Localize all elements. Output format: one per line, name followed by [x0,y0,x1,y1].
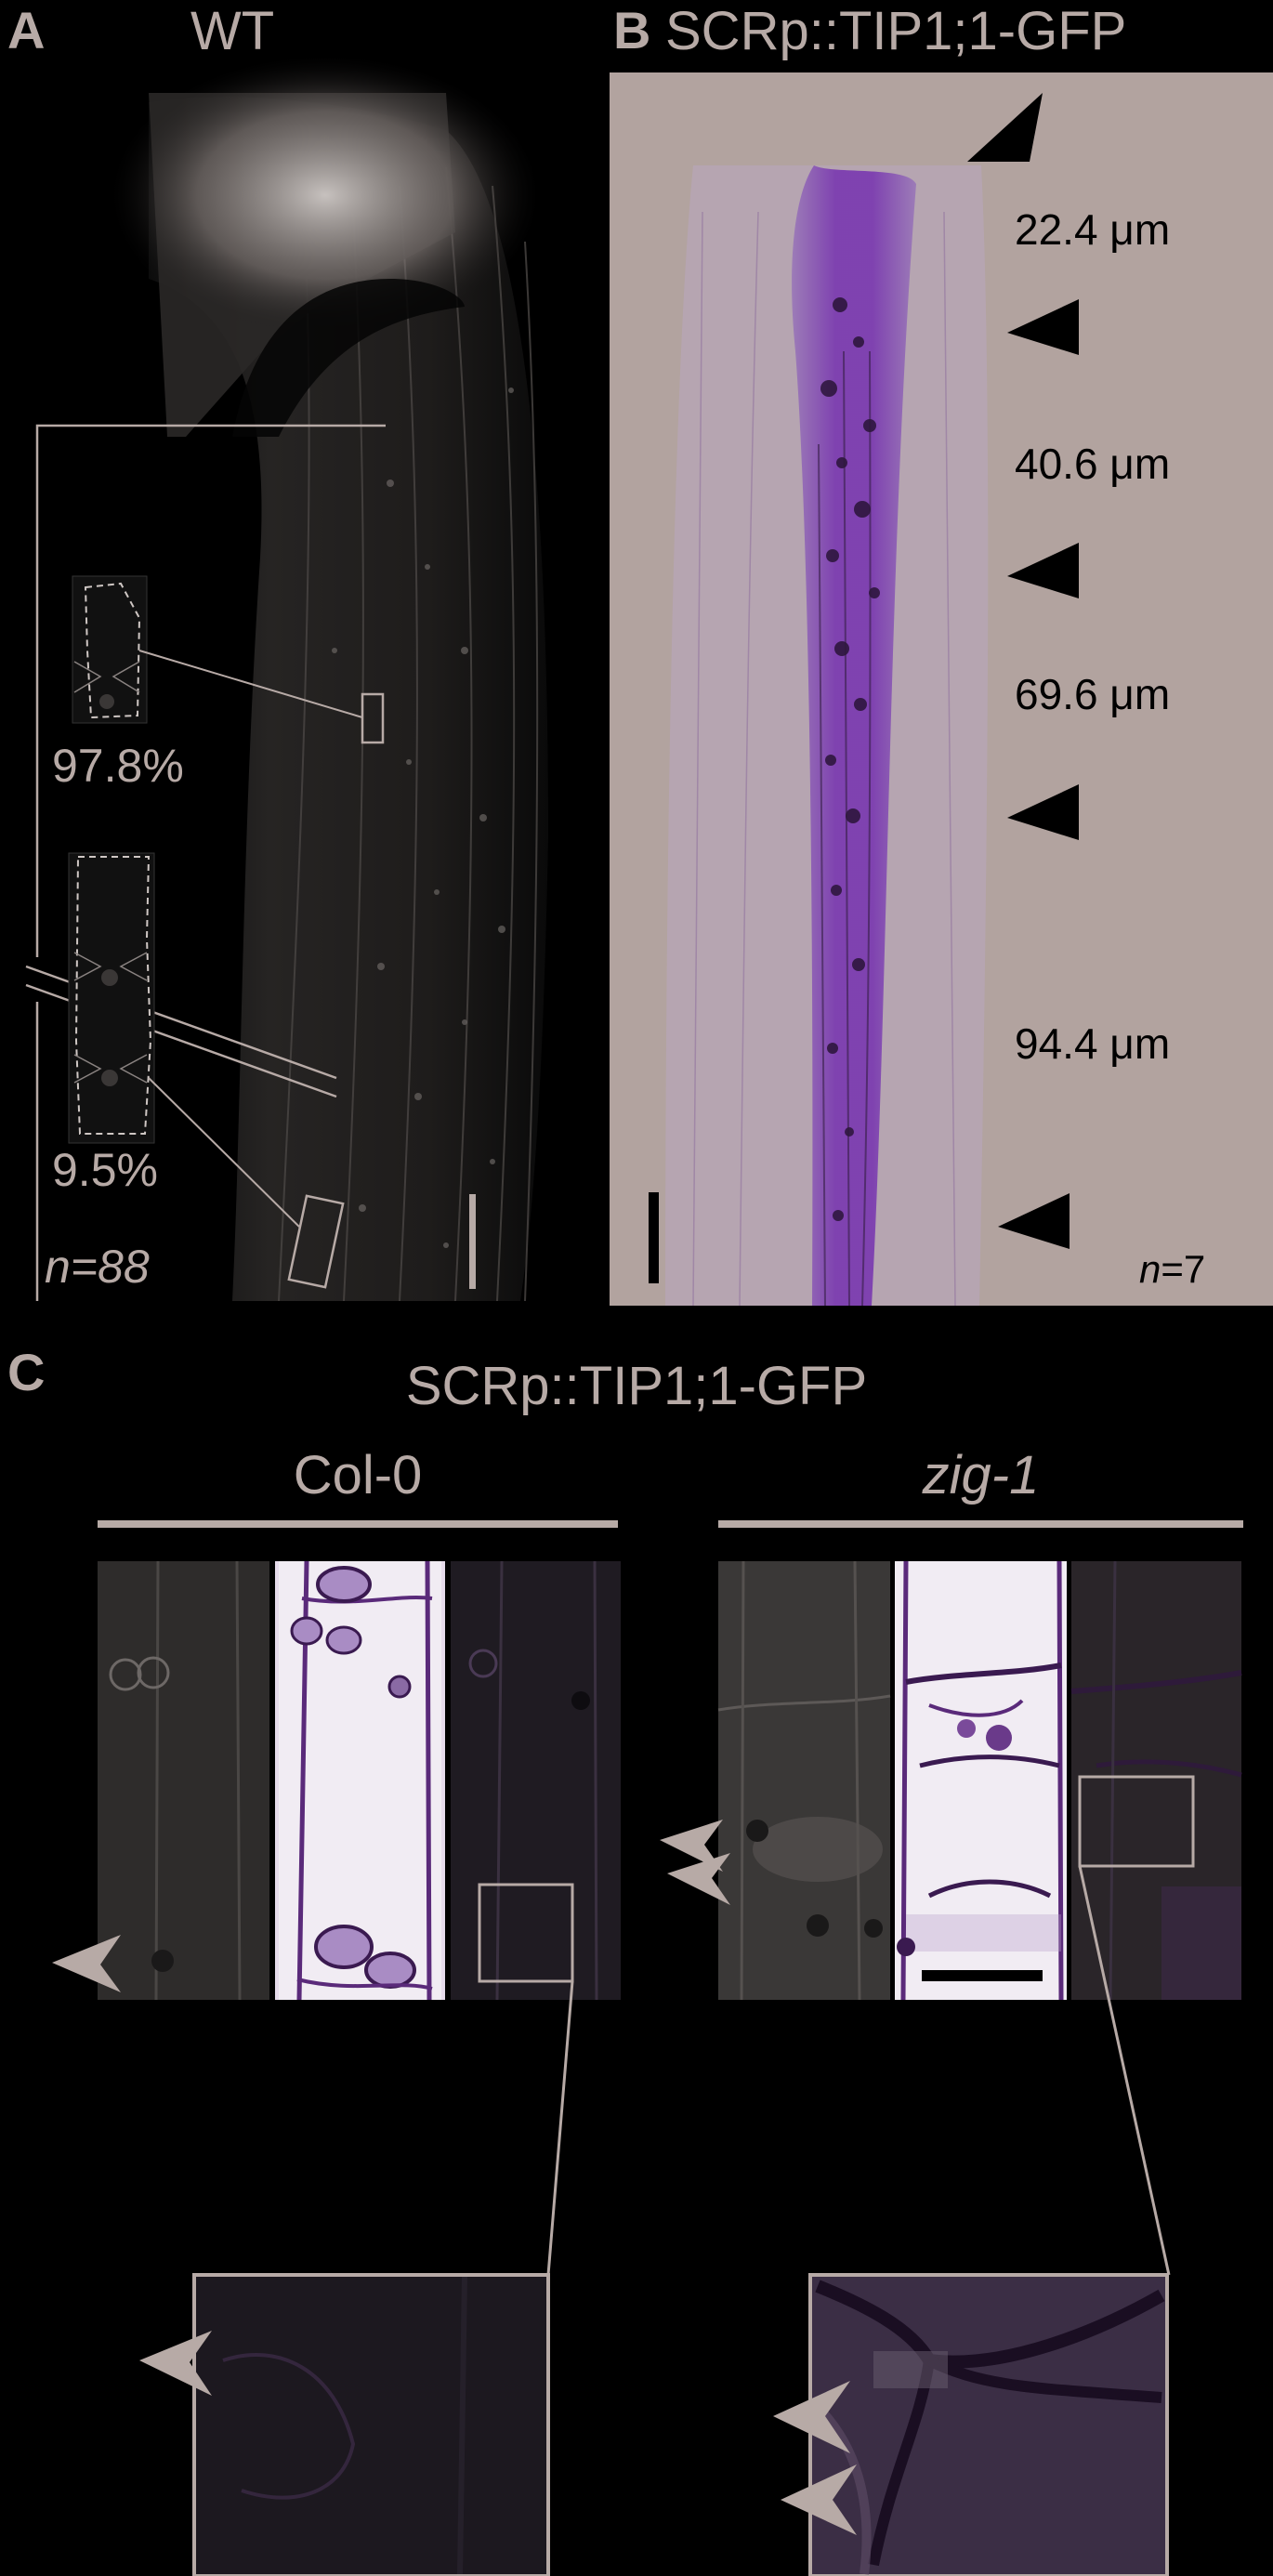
panel-a-micrograph [25,56,548,1302]
fluorescence-glow [112,56,539,335]
col0-arrowhead [52,1935,121,1992]
panel-a-n-count: n=88 [45,1241,150,1293]
speckles [332,388,514,1248]
lower-inset [68,852,155,1144]
right-underline [718,1520,1243,1528]
col0-brightfield [98,1560,269,2001]
panel-a-title: WT [190,1,275,61]
zig1-zoom-region [1078,1775,1195,1868]
col0-fluorescence [275,1560,445,2001]
upper-inset [72,575,148,724]
panel-c-letter: C [7,1343,46,1401]
zig1-arrowhead-1 [660,1820,723,1872]
panel-b-arrowheads [967,93,1079,1249]
left-genotype-label: Col-0 [293,1445,423,1505]
zig1-brightfield [717,1560,891,2001]
panel-b-letter: B [613,1,651,59]
n-italic: n [1139,1247,1161,1291]
distance-label-3: 69.6 μm [1015,670,1171,718]
col0-zoom-region [478,1883,574,1983]
upper-region-box [361,692,385,744]
zig1-zoom-inset [808,2273,1169,2576]
panel-b-title: SCRp::TIP1;1-GFP [665,1,1127,61]
panel-a: A WT 97.8% 9.5% n=88 [0,0,576,1306]
zig1-scale-bar [922,1970,1043,1981]
panel-b-micrograph [649,93,1079,1306]
lower-percent: 9.5% [52,1144,158,1196]
panel-b: B SCRp::TIP1;1-GFP 22.4 μm 40.6 μm 69.6 … [610,0,1273,1306]
upper-percent: 97.8% [52,740,184,792]
distance-label-4: 94.4 μm [1015,1019,1171,1068]
panel-c-title: SCRp::TIP1;1-GFP [405,1356,868,1416]
right-genotype-label: zig-1 [922,1445,1040,1505]
cell-file-lines [278,166,539,1302]
left-underline [98,1520,618,1528]
zig1-fluorescence [895,1560,1067,2001]
zig1-zoom-arrowhead-1 [773,2381,850,2453]
root-body [149,97,548,1301]
panel-b-n-count: n=7 [1139,1247,1205,1292]
panel-a-letter: A [7,1,46,59]
bracket-lines [35,424,386,1301]
col0-zoom-arrowhead [139,2331,212,2396]
zig1-arrowhead-2 [667,1853,730,1905]
zig1-zoom-arrowhead-2 [781,2464,857,2535]
scale-bar [649,1192,659,1283]
zig1-merge [1070,1560,1242,2001]
panel-c-micrographs [52,1520,1243,2576]
lower-region-box [287,1194,345,1289]
distance-label-1: 22.4 μm [1015,205,1171,254]
col0-zoom-inset [192,2273,550,2576]
panel-c: C SCRp::TIP1;1-GFP Col-0 zig-1 [0,1329,1273,2576]
scale-bar [469,1194,476,1289]
distance-label-2: 40.6 μm [1015,440,1171,488]
n-value: =7 [1161,1247,1206,1291]
col0-merge [451,1560,621,2001]
